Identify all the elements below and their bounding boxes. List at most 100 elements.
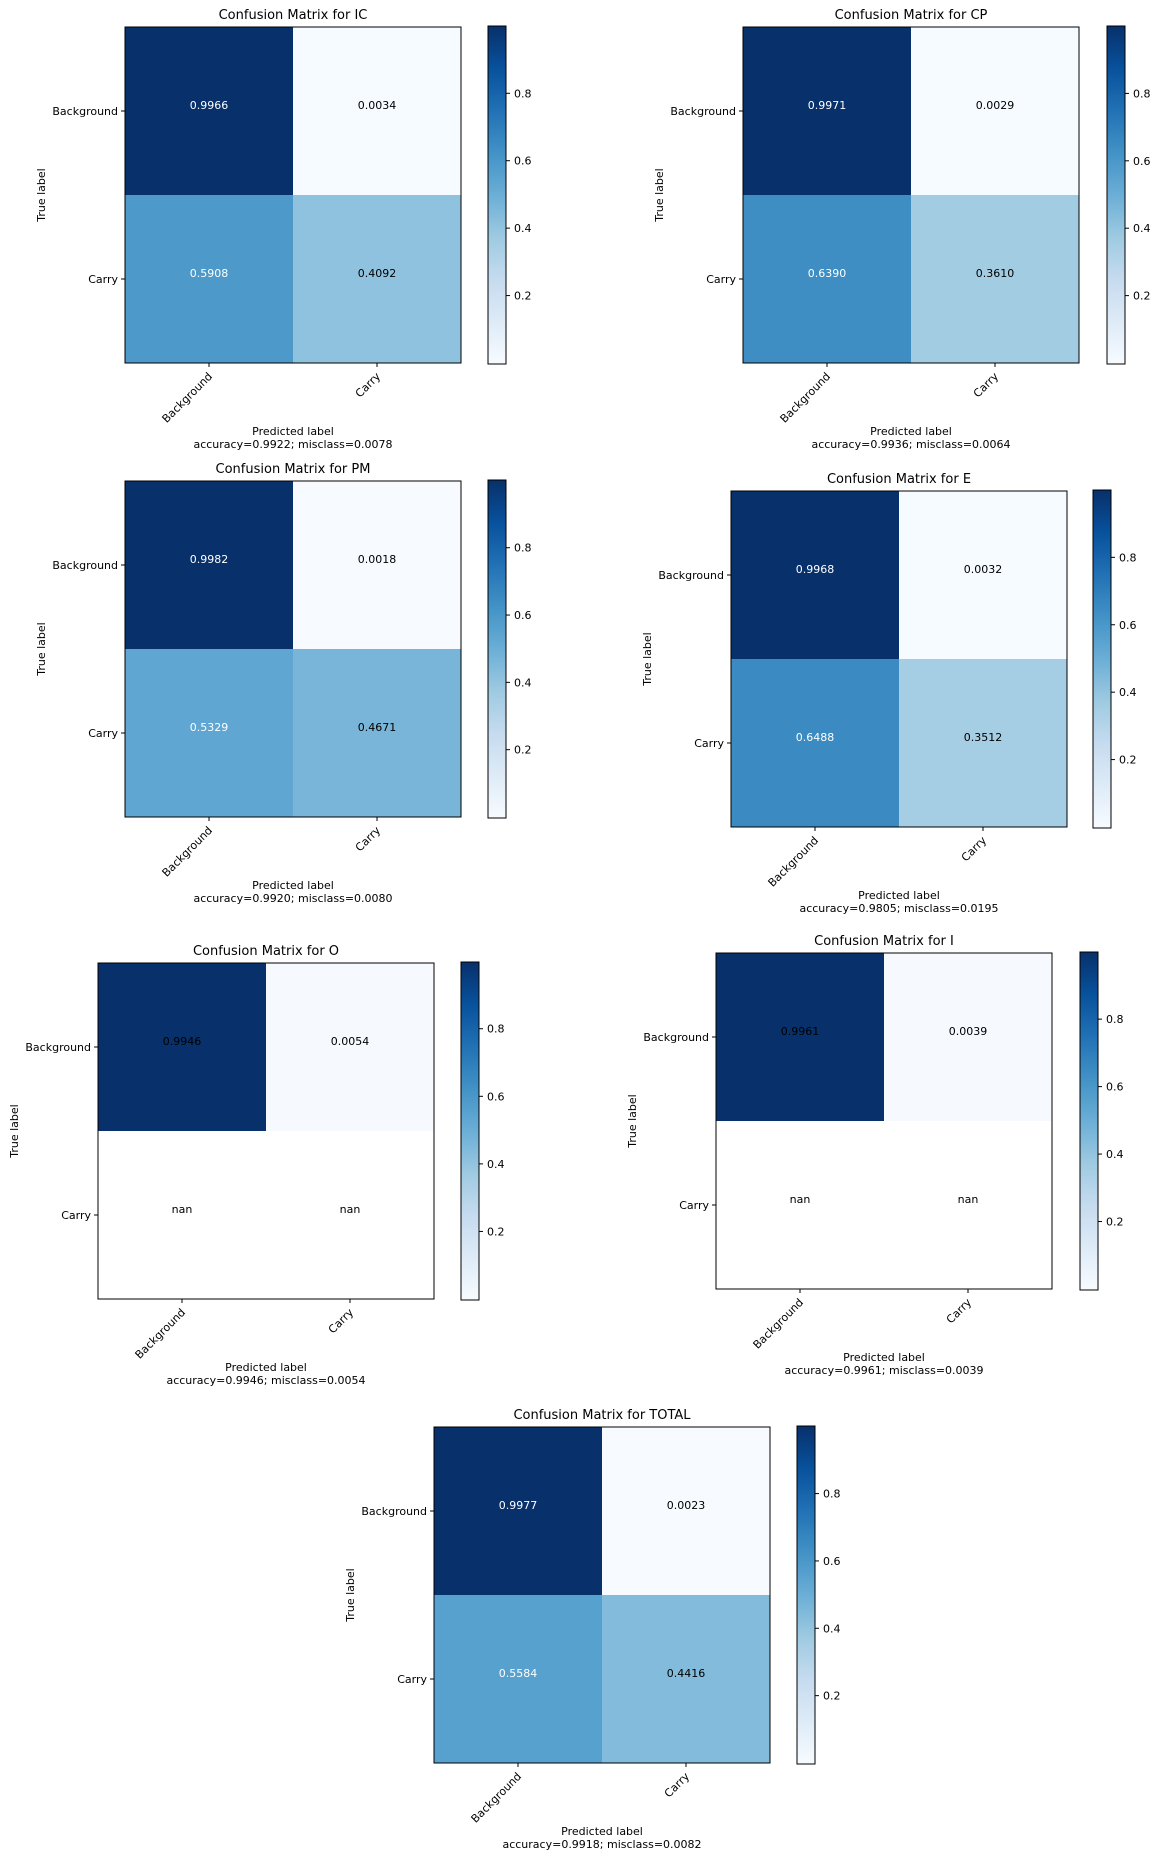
colorbar-tick-label: 0.8 (1119, 551, 1137, 564)
heatmap-cell (293, 195, 461, 363)
heatmap-cell (911, 195, 1079, 363)
heatmap-cell (731, 659, 899, 827)
accuracy-summary: accuracy=0.9920; misclass=0.0080 (193, 892, 392, 905)
heatmap-cell (98, 963, 266, 1131)
y-tick-label: Background (643, 1031, 709, 1044)
accuracy-summary: accuracy=0.9922; misclass=0.0078 (193, 438, 392, 451)
plot-frame (124, 480, 462, 818)
heatmap-cell (911, 27, 1079, 195)
heatmap-cell (731, 491, 899, 659)
heatmap-cell (293, 649, 461, 817)
colorbar-tick-label: 0.4 (487, 1158, 505, 1171)
y-axis-label: True label (653, 168, 666, 222)
colorbar-tick-label: 0.8 (514, 542, 532, 555)
cell-value-label: 0.3512 (964, 731, 1003, 744)
heatmap-cell (266, 1131, 434, 1299)
plot-frame (97, 962, 435, 1300)
cell-value-label: 0.4416 (667, 1667, 706, 1680)
confusion-matrix-panel: Confusion Matrix for PM 0.9982 0.0018 0.532… (35, 462, 532, 905)
plot-frame (124, 26, 462, 364)
chart-title: Confusion Matrix for TOTAL (513, 1408, 691, 1423)
cell-value-label: 0.4092 (358, 267, 397, 280)
cell-value-label: 0.5329 (190, 721, 229, 734)
y-tick-label: Carry (88, 273, 118, 286)
colorbar-tick-label: 0.2 (823, 1690, 841, 1703)
x-axis-label: Predicted label (225, 1361, 307, 1374)
cell-value-label: 0.0039 (949, 1025, 988, 1038)
cell-value-label: 0.9977 (499, 1499, 538, 1512)
cell-value-label: 0.9946 (163, 1035, 202, 1048)
y-axis-label: True label (8, 1104, 21, 1158)
cell-value-label: 0.0018 (358, 553, 397, 566)
colorbar (796, 1425, 816, 1765)
heatmap-cell (884, 1121, 1052, 1289)
accuracy-summary: accuracy=0.9936; misclass=0.0064 (811, 438, 1010, 451)
colorbar (487, 25, 507, 365)
colorbar-tick-label: 0.2 (1133, 290, 1151, 303)
cell-value-label: 0.4671 (358, 721, 397, 734)
chart-title: Confusion Matrix for O (193, 944, 339, 959)
colorbar (1106, 25, 1126, 365)
colorbar-tick-label: 0.2 (514, 744, 532, 757)
cell-value-label: nan (958, 1193, 979, 1206)
heatmap-cell (293, 27, 461, 195)
colorbar (1079, 951, 1099, 1291)
colorbar-tick-label: 0.8 (823, 1488, 841, 1501)
heatmap-cell (899, 659, 1067, 827)
colorbar-tick-label: 0.8 (1133, 87, 1151, 100)
colorbar-tick-label: 0.4 (514, 676, 532, 689)
cell-value-label: 0.5584 (499, 1667, 538, 1680)
x-axis-label: Predicted label (561, 1825, 643, 1838)
cell-value-label: 0.3610 (976, 267, 1015, 280)
heatmap-cell (884, 953, 1052, 1121)
y-tick-label: Carry (694, 737, 724, 750)
colorbar-tick-label: 0.8 (487, 1023, 505, 1036)
cell-value-label: 0.0054 (331, 1035, 370, 1048)
colorbar-tick-label: 0.6 (823, 1555, 841, 1568)
heatmap-cell (602, 1427, 770, 1595)
y-tick-label: Background (25, 1041, 91, 1054)
x-axis-label: Predicted label (252, 879, 334, 892)
heatmap-cell (602, 1595, 770, 1763)
y-tick-label: Carry (88, 727, 118, 740)
plot-frame (433, 1426, 771, 1764)
colorbar-tick-label: 0.2 (1119, 754, 1137, 767)
colorbar-tick-label: 0.6 (1133, 155, 1151, 168)
y-tick-label: Carry (397, 1673, 427, 1686)
x-axis-label: Predicted label (858, 889, 940, 902)
cell-value-label: 0.6488 (796, 731, 835, 744)
cell-value-label: 0.9961 (781, 1025, 820, 1038)
accuracy-summary: accuracy=0.9805; misclass=0.0195 (799, 902, 998, 915)
colorbar (487, 479, 507, 819)
colorbar-tick-label: 0.6 (514, 155, 532, 168)
confusion-matrix-panel: Confusion Matrix for E 0.9968 0.0032 0.6488… (641, 472, 1137, 915)
cell-value-label: 0.9968 (796, 563, 835, 576)
cell-value-label: 0.0023 (667, 1499, 706, 1512)
colorbar-tick-label: 0.2 (514, 290, 532, 303)
heatmap-cell (434, 1427, 602, 1595)
colorbar-tick-label: 0.4 (1106, 1148, 1124, 1161)
y-tick-label: Carry (679, 1199, 709, 1212)
plot-frame (730, 490, 1068, 828)
x-axis-label: Predicted label (870, 425, 952, 438)
heatmap-cell (125, 649, 293, 817)
y-tick-label: Background (670, 105, 736, 118)
heatmap-cell (125, 27, 293, 195)
plot-frame (742, 26, 1080, 364)
colorbar-tick-label: 0.6 (487, 1090, 505, 1103)
colorbar-tick-label: 0.8 (1106, 1013, 1124, 1026)
colorbar (1092, 489, 1112, 829)
heatmap-cell (125, 481, 293, 649)
heatmap-cell (716, 953, 884, 1121)
cell-value-label: 0.0034 (358, 99, 397, 112)
accuracy-summary: accuracy=0.9946; misclass=0.0054 (166, 1374, 365, 1387)
colorbar-tick-label: 0.8 (514, 87, 532, 100)
confusion-matrix-panel: Confusion Matrix for CP 0.9971 0.0029 0.639… (653, 8, 1151, 451)
colorbar-tick-label: 0.2 (1106, 1216, 1124, 1229)
cell-value-label: 0.9966 (190, 99, 229, 112)
colorbar-tick-label: 0.4 (514, 222, 532, 235)
colorbar-tick-label: 0.4 (823, 1622, 841, 1635)
cell-value-label: nan (172, 1203, 193, 1216)
confusion-matrix-panel: Confusion Matrix for I 0.9961 0.0039 nan nan… (626, 934, 1124, 1377)
